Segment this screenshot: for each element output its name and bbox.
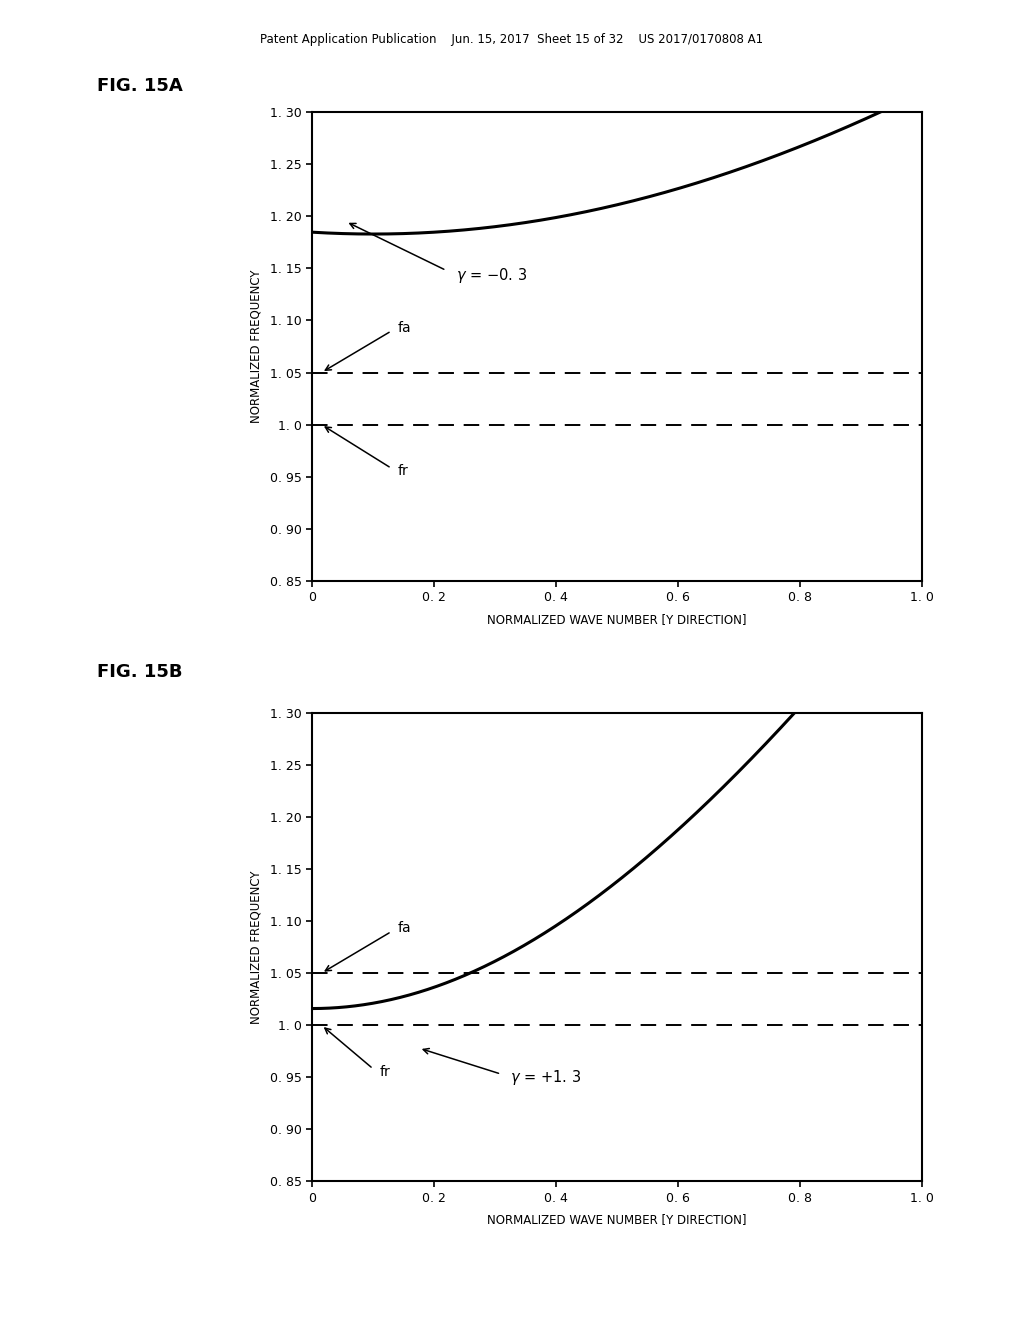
- Text: fa: fa: [397, 921, 412, 936]
- Text: $\gamma$ = $-$0. 3: $\gamma$ = $-$0. 3: [456, 267, 526, 285]
- Text: Patent Application Publication    Jun. 15, 2017  Sheet 15 of 32    US 2017/01708: Patent Application Publication Jun. 15, …: [260, 33, 764, 46]
- Text: fa: fa: [397, 321, 412, 335]
- Y-axis label: NORMALIZED FREQUENCY: NORMALIZED FREQUENCY: [250, 870, 263, 1024]
- Text: FIG. 15A: FIG. 15A: [97, 77, 183, 95]
- Text: $\gamma$ = +1. 3: $\gamma$ = +1. 3: [510, 1068, 582, 1086]
- Text: FIG. 15B: FIG. 15B: [97, 663, 182, 681]
- Text: fr: fr: [397, 465, 409, 478]
- X-axis label: NORMALIZED WAVE NUMBER [Y DIRECTION]: NORMALIZED WAVE NUMBER [Y DIRECTION]: [487, 1213, 746, 1226]
- Text: fr: fr: [379, 1065, 390, 1078]
- Y-axis label: NORMALIZED FREQUENCY: NORMALIZED FREQUENCY: [250, 269, 263, 424]
- X-axis label: NORMALIZED WAVE NUMBER [Y DIRECTION]: NORMALIZED WAVE NUMBER [Y DIRECTION]: [487, 612, 746, 626]
